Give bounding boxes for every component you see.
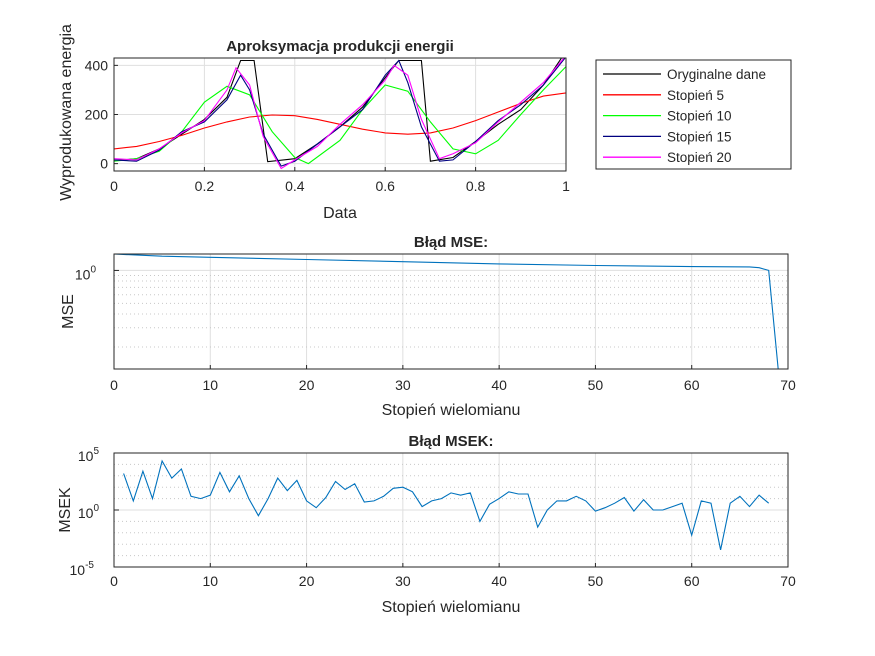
series-line-0	[114, 58, 566, 163]
x-axis-label: Data	[323, 205, 357, 222]
y-axis-label: MSEK	[57, 487, 74, 533]
series-line-2	[114, 66, 566, 165]
plot-area	[114, 254, 788, 369]
x-tick-label: 0.4	[285, 178, 305, 194]
x-tick-label: 40	[491, 573, 507, 589]
x-tick-label: 0	[110, 178, 118, 194]
x-axis-label: Stopień wielomianu	[382, 402, 521, 419]
chart-mse: 0 10 20 30 40 50 60 70 100 Błąd MSE: Stopień wielo…	[60, 234, 796, 419]
x-tick-label: 30	[395, 377, 411, 393]
x-tick-label: 10	[202, 377, 218, 393]
x-tick-label: 0.2	[195, 178, 215, 194]
x-tick-label: 30	[395, 573, 411, 589]
y-tick-label: 400	[85, 57, 109, 73]
y-axis-label: Wyprodukowana energia	[58, 24, 75, 201]
chart-msek: 0 10 20 30 40 50 60 70 105 100 10-5 Błąd MSEK: Stopi…	[57, 433, 796, 616]
legend-label: Stopień 10	[667, 109, 732, 124]
series-line-msek	[123, 459, 770, 551]
chart-title: Aproksymacja produkcji energii	[226, 38, 454, 55]
legend-label: Stopień 20	[667, 150, 732, 165]
x-axis-label: Stopień wielomianu	[382, 599, 521, 616]
y-tick-label: 200	[85, 107, 109, 123]
legend-label: Stopień 5	[667, 88, 724, 103]
x-tick-label: 50	[588, 377, 604, 393]
y-tick-label: 100	[78, 503, 100, 521]
x-tick-label: 10	[202, 573, 218, 589]
x-tick-label: 20	[299, 377, 315, 393]
legend: Oryginalne dane Stopień 5 Stopień 10 Stopie…	[595, 59, 792, 170]
x-tick-label: 70	[780, 377, 796, 393]
chart-title: Błąd MSE:	[414, 234, 488, 251]
x-tick-label: 60	[684, 377, 700, 393]
x-tick-label: 20	[299, 573, 315, 589]
x-tick-label: 0	[110, 573, 118, 589]
y-tick-label: 10-5	[70, 560, 95, 578]
series-line-4	[114, 58, 565, 170]
chart-title: Błąd MSEK:	[408, 433, 493, 450]
x-tick-label: 0.6	[375, 178, 395, 194]
x-tick-label: 70	[780, 573, 796, 589]
x-tick-label: 1	[562, 178, 570, 194]
series-line-3	[114, 58, 566, 167]
chart-approximation: 0 0.2 0.4 0.6 0.8 1 0 200 400 Aproksymacja produk…	[58, 24, 792, 222]
legend-label: Stopień 15	[667, 129, 732, 144]
x-tick-label: 40	[491, 377, 507, 393]
x-tick-label: 0.8	[466, 178, 486, 194]
x-tick-label: 0	[110, 377, 118, 393]
x-tick-label: 50	[588, 573, 604, 589]
series-line-mse	[114, 254, 779, 369]
axes-box	[113, 253, 789, 370]
y-axis-label: MSE	[60, 294, 77, 329]
legend-box	[595, 59, 792, 170]
y-tick-label: 100	[75, 264, 97, 282]
x-tick-label: 60	[684, 573, 700, 589]
legend-label: Oryginalne dane	[667, 67, 766, 82]
y-tick-label: 105	[78, 446, 100, 464]
y-tick-label: 0	[100, 156, 108, 172]
